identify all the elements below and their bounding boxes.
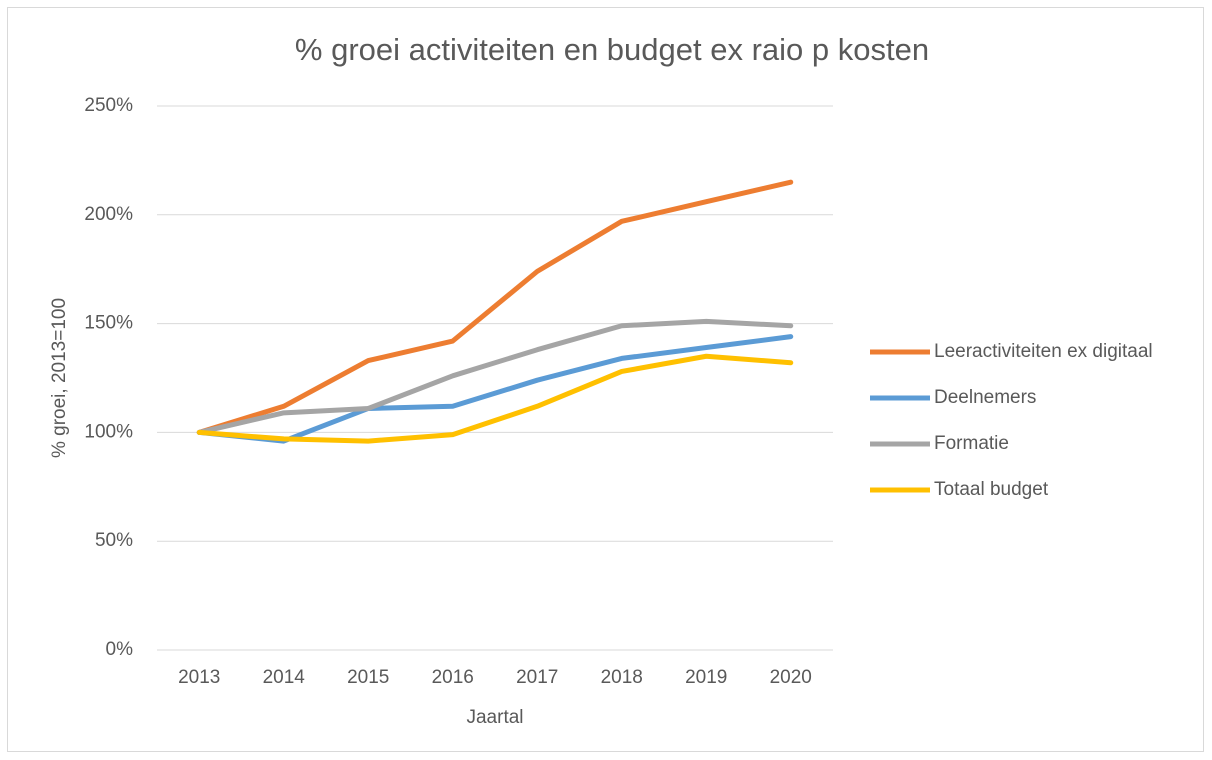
series-line <box>196 334 794 444</box>
x-tick-label: 2020 <box>770 667 812 688</box>
chart-title: % groei activiteiten en budget ex raio p… <box>295 32 929 67</box>
series-line <box>196 353 794 444</box>
y-tick-label: 250% <box>84 95 133 116</box>
x-tick-label: 2017 <box>516 667 558 688</box>
x-axis-label: Jaartal <box>466 707 523 728</box>
x-tick-label: 2013 <box>178 667 220 688</box>
series-line <box>196 179 794 435</box>
y-axis-label: % groei, 2013=100 <box>49 298 70 458</box>
legend-label: Totaal budget <box>934 479 1049 500</box>
series-line <box>196 318 794 435</box>
y-tick-label: 150% <box>84 313 133 334</box>
x-tick-label: 2015 <box>347 667 389 688</box>
x-tick-label: 2014 <box>263 667 306 688</box>
y-tick-label: 100% <box>84 421 133 442</box>
x-tick-label: 2016 <box>432 667 474 688</box>
legend-label: Formatie <box>934 433 1009 454</box>
x-tick-label: 2018 <box>601 667 643 688</box>
legend-label: Deelnemers <box>934 387 1036 408</box>
y-tick-label: 200% <box>84 204 133 225</box>
y-tick-label: 50% <box>95 530 133 551</box>
legend-label: Leeractiviteiten ex digitaal <box>934 341 1153 362</box>
x-tick-label: 2019 <box>685 667 727 688</box>
y-tick-label: 0% <box>106 639 134 660</box>
